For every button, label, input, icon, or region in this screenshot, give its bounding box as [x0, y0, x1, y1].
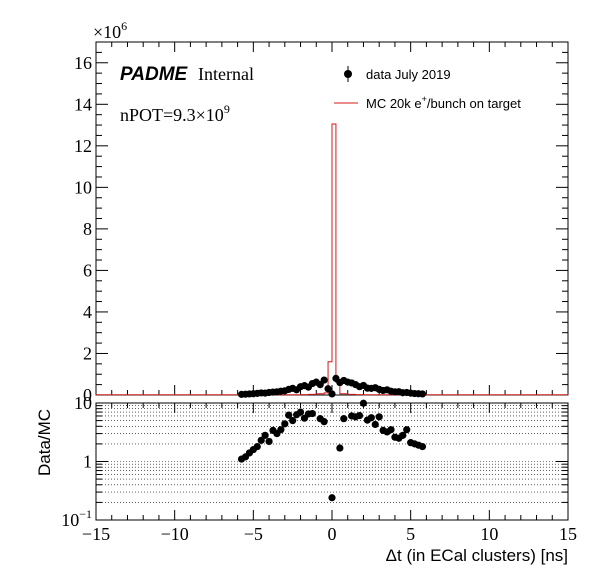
x-tick-label: 10	[480, 524, 498, 544]
experiment-label: PADME	[120, 64, 189, 85]
ratio-point	[355, 411, 364, 420]
top-panel: 0 2 4 6 8 10 12 14 16	[74, 41, 569, 405]
legend-mc-label: MC 20k e+/bunch on target	[366, 94, 521, 111]
legend-mc-sup: +	[422, 94, 427, 104]
ratio-point	[320, 418, 328, 426]
bottom-panel: 10−1 1 10 −15 −10 −5 0 5 10 15	[61, 393, 577, 544]
x-tick-label: 15	[559, 524, 577, 544]
ratio-point	[277, 426, 285, 434]
ratio-point	[375, 413, 383, 421]
top-y-tick-label: 10	[74, 177, 92, 197]
legend-data-label: data July 2019	[366, 67, 451, 82]
ratio-point	[257, 436, 265, 444]
ratio-point	[281, 420, 289, 428]
bottom-y-tick-label: 10	[74, 393, 92, 413]
top-y-tick-label: 14	[74, 94, 92, 114]
y-multiplier: ×106	[93, 19, 127, 42]
data-point	[328, 390, 336, 398]
ratio-point	[367, 414, 375, 422]
ratio-point	[289, 417, 297, 425]
top-y-tick-label: 8	[83, 219, 92, 239]
x-tick-label: 0	[328, 524, 337, 544]
data-point	[418, 390, 427, 398]
legend: data July 2019 MC 20k e+/bunch on target	[334, 66, 521, 111]
data-point	[320, 376, 328, 384]
ratio-point	[253, 442, 261, 451]
ratio-point	[418, 442, 427, 451]
pot-exponent: 9	[224, 102, 230, 116]
bottom-y-tick-label: 1	[83, 452, 92, 472]
ratio-point	[265, 437, 273, 446]
ratio-point	[336, 444, 344, 452]
top-y-tick-label: 4	[83, 302, 92, 322]
ratio-point	[399, 431, 407, 439]
mc-histogram-step	[95, 123, 569, 396]
y-axis-label-ratio: Data/MC	[35, 409, 54, 476]
ratio-point	[359, 399, 368, 407]
status-label: Internal	[198, 64, 254, 84]
legend-data-marker	[344, 70, 352, 78]
x-tick-label: 5	[406, 524, 415, 544]
ratio-point	[308, 409, 316, 418]
ratio-point	[296, 408, 305, 416]
x-tick-label: −5	[244, 524, 263, 544]
pot-label: nPOT=9.3×109	[120, 102, 230, 125]
top-y-tick-label: 12	[74, 136, 92, 156]
x-tick-label: −10	[161, 524, 189, 544]
ratio-point	[371, 420, 379, 429]
bottom-y-tick-label: 10−1	[61, 507, 92, 530]
x-axis-label: Δt (in ECal clusters) [ns]	[386, 546, 568, 565]
top-y-tick-label: 16	[74, 53, 92, 73]
data-point	[324, 385, 332, 393]
bottom-frame	[95, 402, 569, 521]
x-tick-label: −15	[82, 524, 110, 544]
ratio-point	[285, 411, 293, 419]
top-y-tick-label: 6	[83, 260, 92, 280]
ratio-point	[387, 426, 395, 434]
ratio-point	[328, 494, 336, 502]
top-y-tick-label: 2	[83, 343, 92, 363]
y-multiplier-exponent: 6	[121, 19, 127, 33]
top-y-tick-label: 0	[83, 385, 92, 405]
ratio-point	[403, 426, 411, 434]
ratio-point	[340, 415, 348, 423]
ratio-point	[261, 431, 269, 439]
